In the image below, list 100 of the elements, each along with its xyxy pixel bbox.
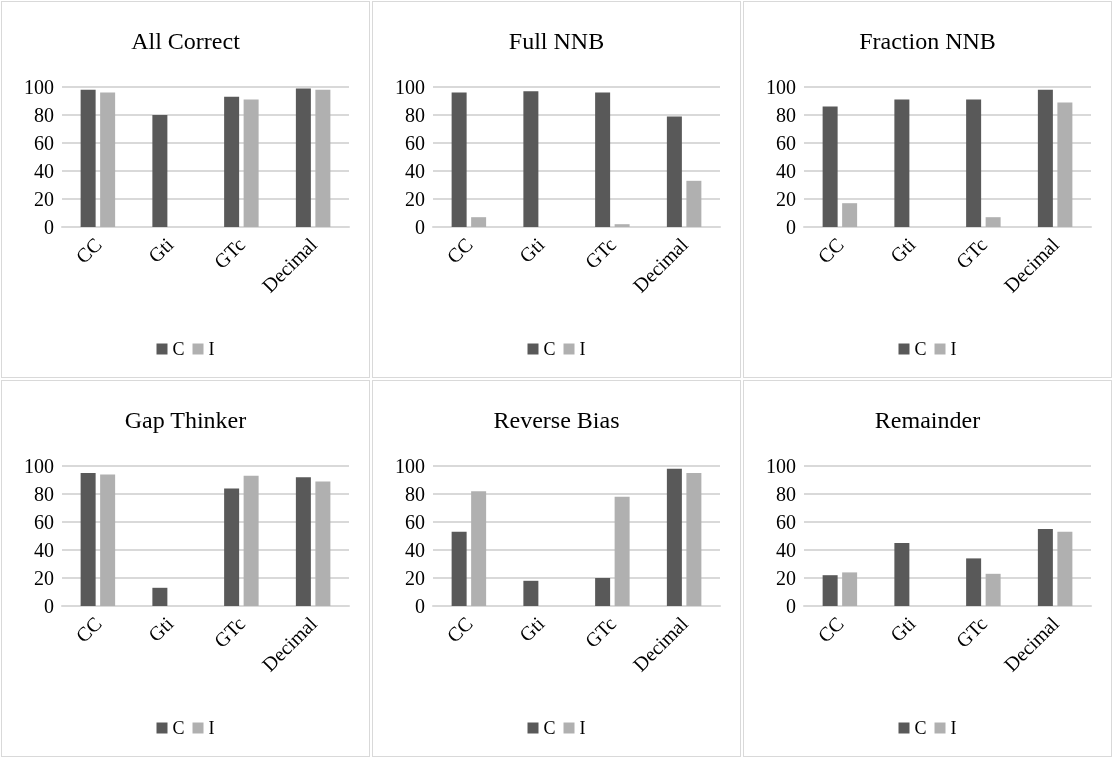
bar xyxy=(451,92,467,227)
bar xyxy=(523,91,539,227)
bar xyxy=(614,496,630,606)
y-tick-label: 0 xyxy=(44,216,54,238)
chart-title: Fraction NNB xyxy=(859,28,996,54)
y-tick-label: 0 xyxy=(415,595,425,617)
x-tick-label: Gti xyxy=(143,611,178,646)
bar xyxy=(894,99,910,227)
x-tick-label: GTc xyxy=(209,612,250,652)
bar xyxy=(80,473,96,606)
x-tick-label: Gti xyxy=(514,232,549,267)
y-tick-label: 60 xyxy=(34,132,54,154)
bar xyxy=(842,203,858,227)
y-tick-label: 80 xyxy=(776,483,796,505)
y-tick-label: 60 xyxy=(776,132,796,154)
y-tick-label: 100 xyxy=(395,76,425,98)
y-tick-label: 60 xyxy=(34,511,54,533)
y-tick-label: 100 xyxy=(395,455,425,477)
x-tick-label: CC xyxy=(813,612,848,647)
y-tick-label: 40 xyxy=(405,539,425,561)
bar xyxy=(966,99,982,227)
bar xyxy=(243,475,259,606)
bar xyxy=(523,580,539,606)
chart-title: Remainder xyxy=(874,407,981,433)
y-tick-label: 100 xyxy=(766,455,796,477)
legend-label: I xyxy=(579,339,586,359)
bar xyxy=(315,481,331,606)
y-tick-label: 20 xyxy=(776,188,796,210)
bar xyxy=(1057,102,1073,227)
x-tick-label: CC xyxy=(813,233,848,268)
y-tick-label: 20 xyxy=(34,567,54,589)
legend-label: C xyxy=(543,339,556,359)
bar xyxy=(471,491,487,606)
bar xyxy=(595,92,611,227)
chart-title: Full NNB xyxy=(508,28,605,54)
y-tick-label: 80 xyxy=(34,483,54,505)
legend-label: I xyxy=(950,718,957,738)
x-tick-label: GTc xyxy=(951,233,992,273)
bar xyxy=(614,224,630,227)
y-tick-label: 40 xyxy=(34,539,54,561)
chart-title: All Correct xyxy=(131,28,241,54)
y-tick-label: 40 xyxy=(34,160,54,182)
y-tick-label: 100 xyxy=(24,76,54,98)
bar xyxy=(471,217,487,227)
y-tick-label: 20 xyxy=(34,188,54,210)
y-tick-label: 60 xyxy=(776,511,796,533)
y-tick-label: 40 xyxy=(776,160,796,182)
bar xyxy=(1057,531,1073,606)
bar xyxy=(985,573,1001,606)
legend-label: I xyxy=(208,339,215,359)
bar xyxy=(1037,529,1053,606)
bar xyxy=(1037,89,1053,227)
bar xyxy=(822,575,838,606)
x-tick-label: Gti xyxy=(885,232,920,267)
y-tick-label: 0 xyxy=(44,595,54,617)
x-tick-label: CC xyxy=(442,612,477,647)
legend-label: C xyxy=(172,718,185,738)
y-tick-label: 80 xyxy=(405,483,425,505)
y-tick-label: 0 xyxy=(786,216,796,238)
bar xyxy=(666,116,682,227)
x-tick-label: CC xyxy=(442,233,477,268)
y-tick-label: 40 xyxy=(776,539,796,561)
bar xyxy=(966,558,982,606)
y-tick-label: 80 xyxy=(776,104,796,126)
bar xyxy=(666,468,682,606)
x-tick-label: CC xyxy=(71,233,106,268)
x-tick-label: Gti xyxy=(143,232,178,267)
legend-label: C xyxy=(543,718,556,738)
y-tick-label: 80 xyxy=(34,104,54,126)
bar xyxy=(686,180,702,227)
bar xyxy=(224,488,240,606)
bar xyxy=(985,217,1001,227)
y-tick-label: 20 xyxy=(405,188,425,210)
y-tick-label: 60 xyxy=(405,511,425,533)
legend-label: I xyxy=(208,718,215,738)
y-tick-label: 0 xyxy=(415,216,425,238)
legend-label: I xyxy=(950,339,957,359)
y-tick-label: 20 xyxy=(776,567,796,589)
x-tick-label: Gti xyxy=(885,611,920,646)
y-tick-label: 100 xyxy=(766,76,796,98)
x-tick-label: Gti xyxy=(514,611,549,646)
legend-label: C xyxy=(914,339,927,359)
bar xyxy=(595,578,611,606)
chart-title: Reverse Bias xyxy=(493,407,620,433)
legend-label: C xyxy=(914,718,927,738)
bar xyxy=(100,474,116,606)
x-tick-label: GTc xyxy=(951,612,992,652)
bar xyxy=(152,587,168,606)
x-tick-label: GTc xyxy=(209,233,250,273)
y-tick-label: 60 xyxy=(405,132,425,154)
y-tick-label: 0 xyxy=(786,595,796,617)
bar xyxy=(842,572,858,606)
bar xyxy=(822,106,838,227)
legend-label: I xyxy=(579,718,586,738)
bar xyxy=(894,543,910,606)
y-tick-label: 80 xyxy=(405,104,425,126)
y-tick-label: 20 xyxy=(405,567,425,589)
legend-label: C xyxy=(172,339,185,359)
x-tick-label: GTc xyxy=(580,233,621,273)
y-tick-label: 40 xyxy=(405,160,425,182)
